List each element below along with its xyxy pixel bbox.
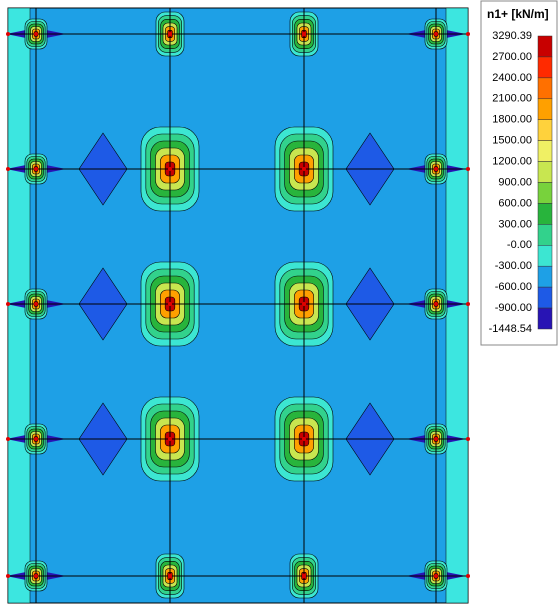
node <box>168 574 172 578</box>
node <box>168 302 172 306</box>
node <box>302 302 306 306</box>
node <box>466 32 470 36</box>
color-bin <box>537 307 553 330</box>
node <box>168 437 172 441</box>
contour-plot <box>6 7 470 604</box>
node <box>434 302 438 306</box>
node <box>34 437 38 441</box>
node <box>466 574 470 578</box>
node <box>434 437 438 441</box>
node <box>434 32 438 36</box>
node <box>6 32 10 36</box>
node <box>302 32 306 36</box>
legend-label: 900.00 <box>498 176 532 188</box>
color-bin <box>537 203 553 225</box>
node <box>466 167 470 171</box>
legend-label: 1200.00 <box>492 155 532 167</box>
color-bin <box>537 245 553 267</box>
color-bin <box>537 119 553 141</box>
node <box>168 167 172 171</box>
color-bin <box>537 286 553 309</box>
color-bin <box>537 161 553 183</box>
node <box>34 167 38 171</box>
color-bin <box>537 182 553 204</box>
node <box>168 32 172 36</box>
legend-label: -0.00 <box>507 239 532 251</box>
color-bin <box>537 77 553 100</box>
color-bin <box>537 35 553 58</box>
node <box>6 437 10 441</box>
legend-label: 1800.00 <box>492 114 532 126</box>
color-bin <box>537 140 553 162</box>
legend-label: 300.00 <box>498 218 532 230</box>
node <box>6 167 10 171</box>
node <box>34 574 38 578</box>
node <box>302 437 306 441</box>
legend-label: 2700.00 <box>492 51 532 63</box>
node <box>6 574 10 578</box>
node <box>34 302 38 306</box>
legend-label: -1448.54 <box>489 323 532 335</box>
legend-label: 2400.00 <box>492 72 532 84</box>
node <box>302 574 306 578</box>
color-bin <box>537 98 553 120</box>
legend-label: -300.00 <box>495 260 532 272</box>
legend-label: 3290.39 <box>492 30 532 42</box>
node <box>434 167 438 171</box>
node <box>34 32 38 36</box>
legend-label: 2100.00 <box>492 93 532 105</box>
node <box>434 574 438 578</box>
node <box>302 167 306 171</box>
color-bin <box>537 56 553 79</box>
legend: n1+ [kN/m] 3290.39 2700.00 2400.00 2100.00 1… <box>480 0 558 346</box>
legend-label: 600.00 <box>498 197 532 209</box>
plate <box>7 7 469 604</box>
legend-label: -900.00 <box>495 302 532 314</box>
legend-label: 1500.00 <box>492 135 532 147</box>
color-bin <box>537 265 553 288</box>
color-bin <box>537 224 553 246</box>
node <box>466 437 470 441</box>
legend-title: n1+ [kN/m] <box>487 7 549 21</box>
node <box>6 302 10 306</box>
legend-label: -600.00 <box>495 281 532 293</box>
node <box>466 302 470 306</box>
